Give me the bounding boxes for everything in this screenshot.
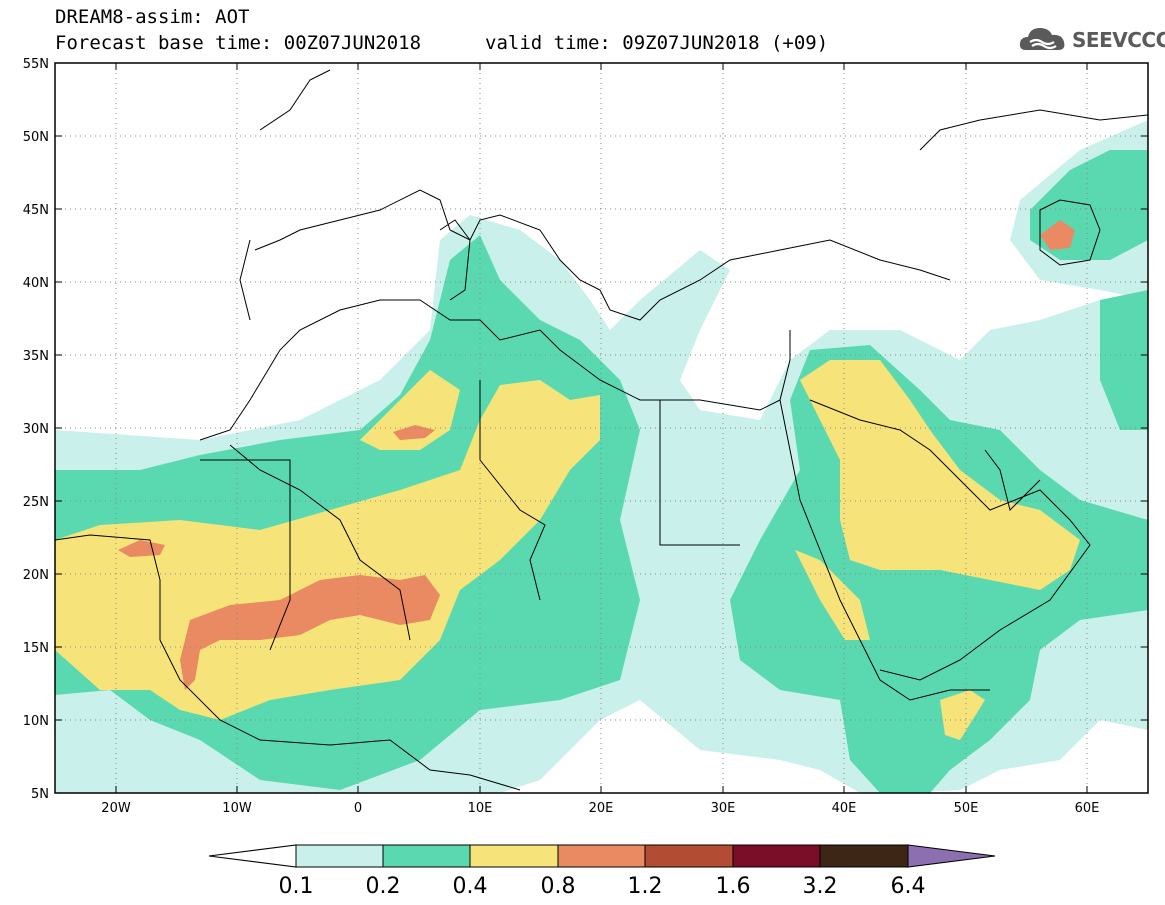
lon-label: 10E xyxy=(468,801,493,816)
lon-label: 40E xyxy=(832,801,857,816)
colorbar-label: 0.4 xyxy=(453,874,488,899)
forecast-base-time: Forecast base time: 00Z07JUN2018 xyxy=(55,32,422,54)
lat-label: 10N xyxy=(23,714,49,729)
colorbar-segment xyxy=(469,844,559,868)
map-title: DREAM8-assim: AOT xyxy=(55,6,250,28)
colorbar-label: 3.2 xyxy=(803,874,838,899)
lon-label: 30E xyxy=(711,801,736,816)
lon-label: 0 xyxy=(354,801,362,816)
colorbar-label: 0.8 xyxy=(541,874,576,899)
lon-label: 60E xyxy=(1075,801,1100,816)
logo-text: SEEVCCC xyxy=(1072,28,1165,52)
colorbar-segment xyxy=(295,844,384,868)
lat-label: 40N xyxy=(23,276,49,291)
colorbar-label: 6.4 xyxy=(891,874,926,899)
colorbar-label: 0.1 xyxy=(279,874,314,899)
lon-labels: 20W 10W 0 10E 20E 30E 40E 50E 60E xyxy=(101,801,1099,816)
lon-label: 20W xyxy=(101,801,131,816)
colorbar-segment xyxy=(819,844,909,868)
lon-label: 20E xyxy=(589,801,614,816)
lat-label: 55N xyxy=(23,57,49,72)
lat-ticks xyxy=(55,62,1148,721)
cloud-icon xyxy=(1019,28,1065,50)
colorbar-segment-low xyxy=(208,844,297,868)
lat-label: 50N xyxy=(23,130,49,145)
lat-label: 15N xyxy=(23,641,49,656)
lon-ticks xyxy=(115,63,1088,793)
colorbar-labels: 0.1 0.2 0.4 0.8 1.2 1.6 3.2 6.4 xyxy=(279,874,926,899)
graticule xyxy=(55,63,1148,793)
seevccc-logo: SEEVCCC xyxy=(1018,22,1165,56)
lat-labels: 55N 50N 45N 40N 35N 30N 25N 20N 15N 10N … xyxy=(23,57,49,802)
colorbar-label: 0.2 xyxy=(366,874,401,899)
colorbar xyxy=(208,844,996,868)
lat-label: 25N xyxy=(23,495,49,510)
lat-label: 45N xyxy=(23,203,49,218)
colorbar-label: 1.6 xyxy=(716,874,751,899)
aot-contour-0.8 xyxy=(118,220,1075,690)
colorbar-segment xyxy=(382,844,471,868)
lat-label: 20N xyxy=(23,568,49,583)
valid-time: valid time: 09Z07JUN2018 (+09) xyxy=(485,32,829,54)
lon-label: 10W xyxy=(222,801,252,816)
coastlines xyxy=(55,69,1148,791)
colorbar-segment xyxy=(557,844,646,868)
lat-label: 30N xyxy=(23,422,49,437)
colorbar-label: 1.2 xyxy=(628,874,663,899)
lat-label: 35N xyxy=(23,349,49,364)
colorbar-segment xyxy=(644,844,734,868)
lon-label: 50E xyxy=(954,801,979,816)
colorbar-segment-high xyxy=(907,844,996,868)
lat-label: 5N xyxy=(31,787,49,802)
colorbar-segment xyxy=(732,844,821,868)
